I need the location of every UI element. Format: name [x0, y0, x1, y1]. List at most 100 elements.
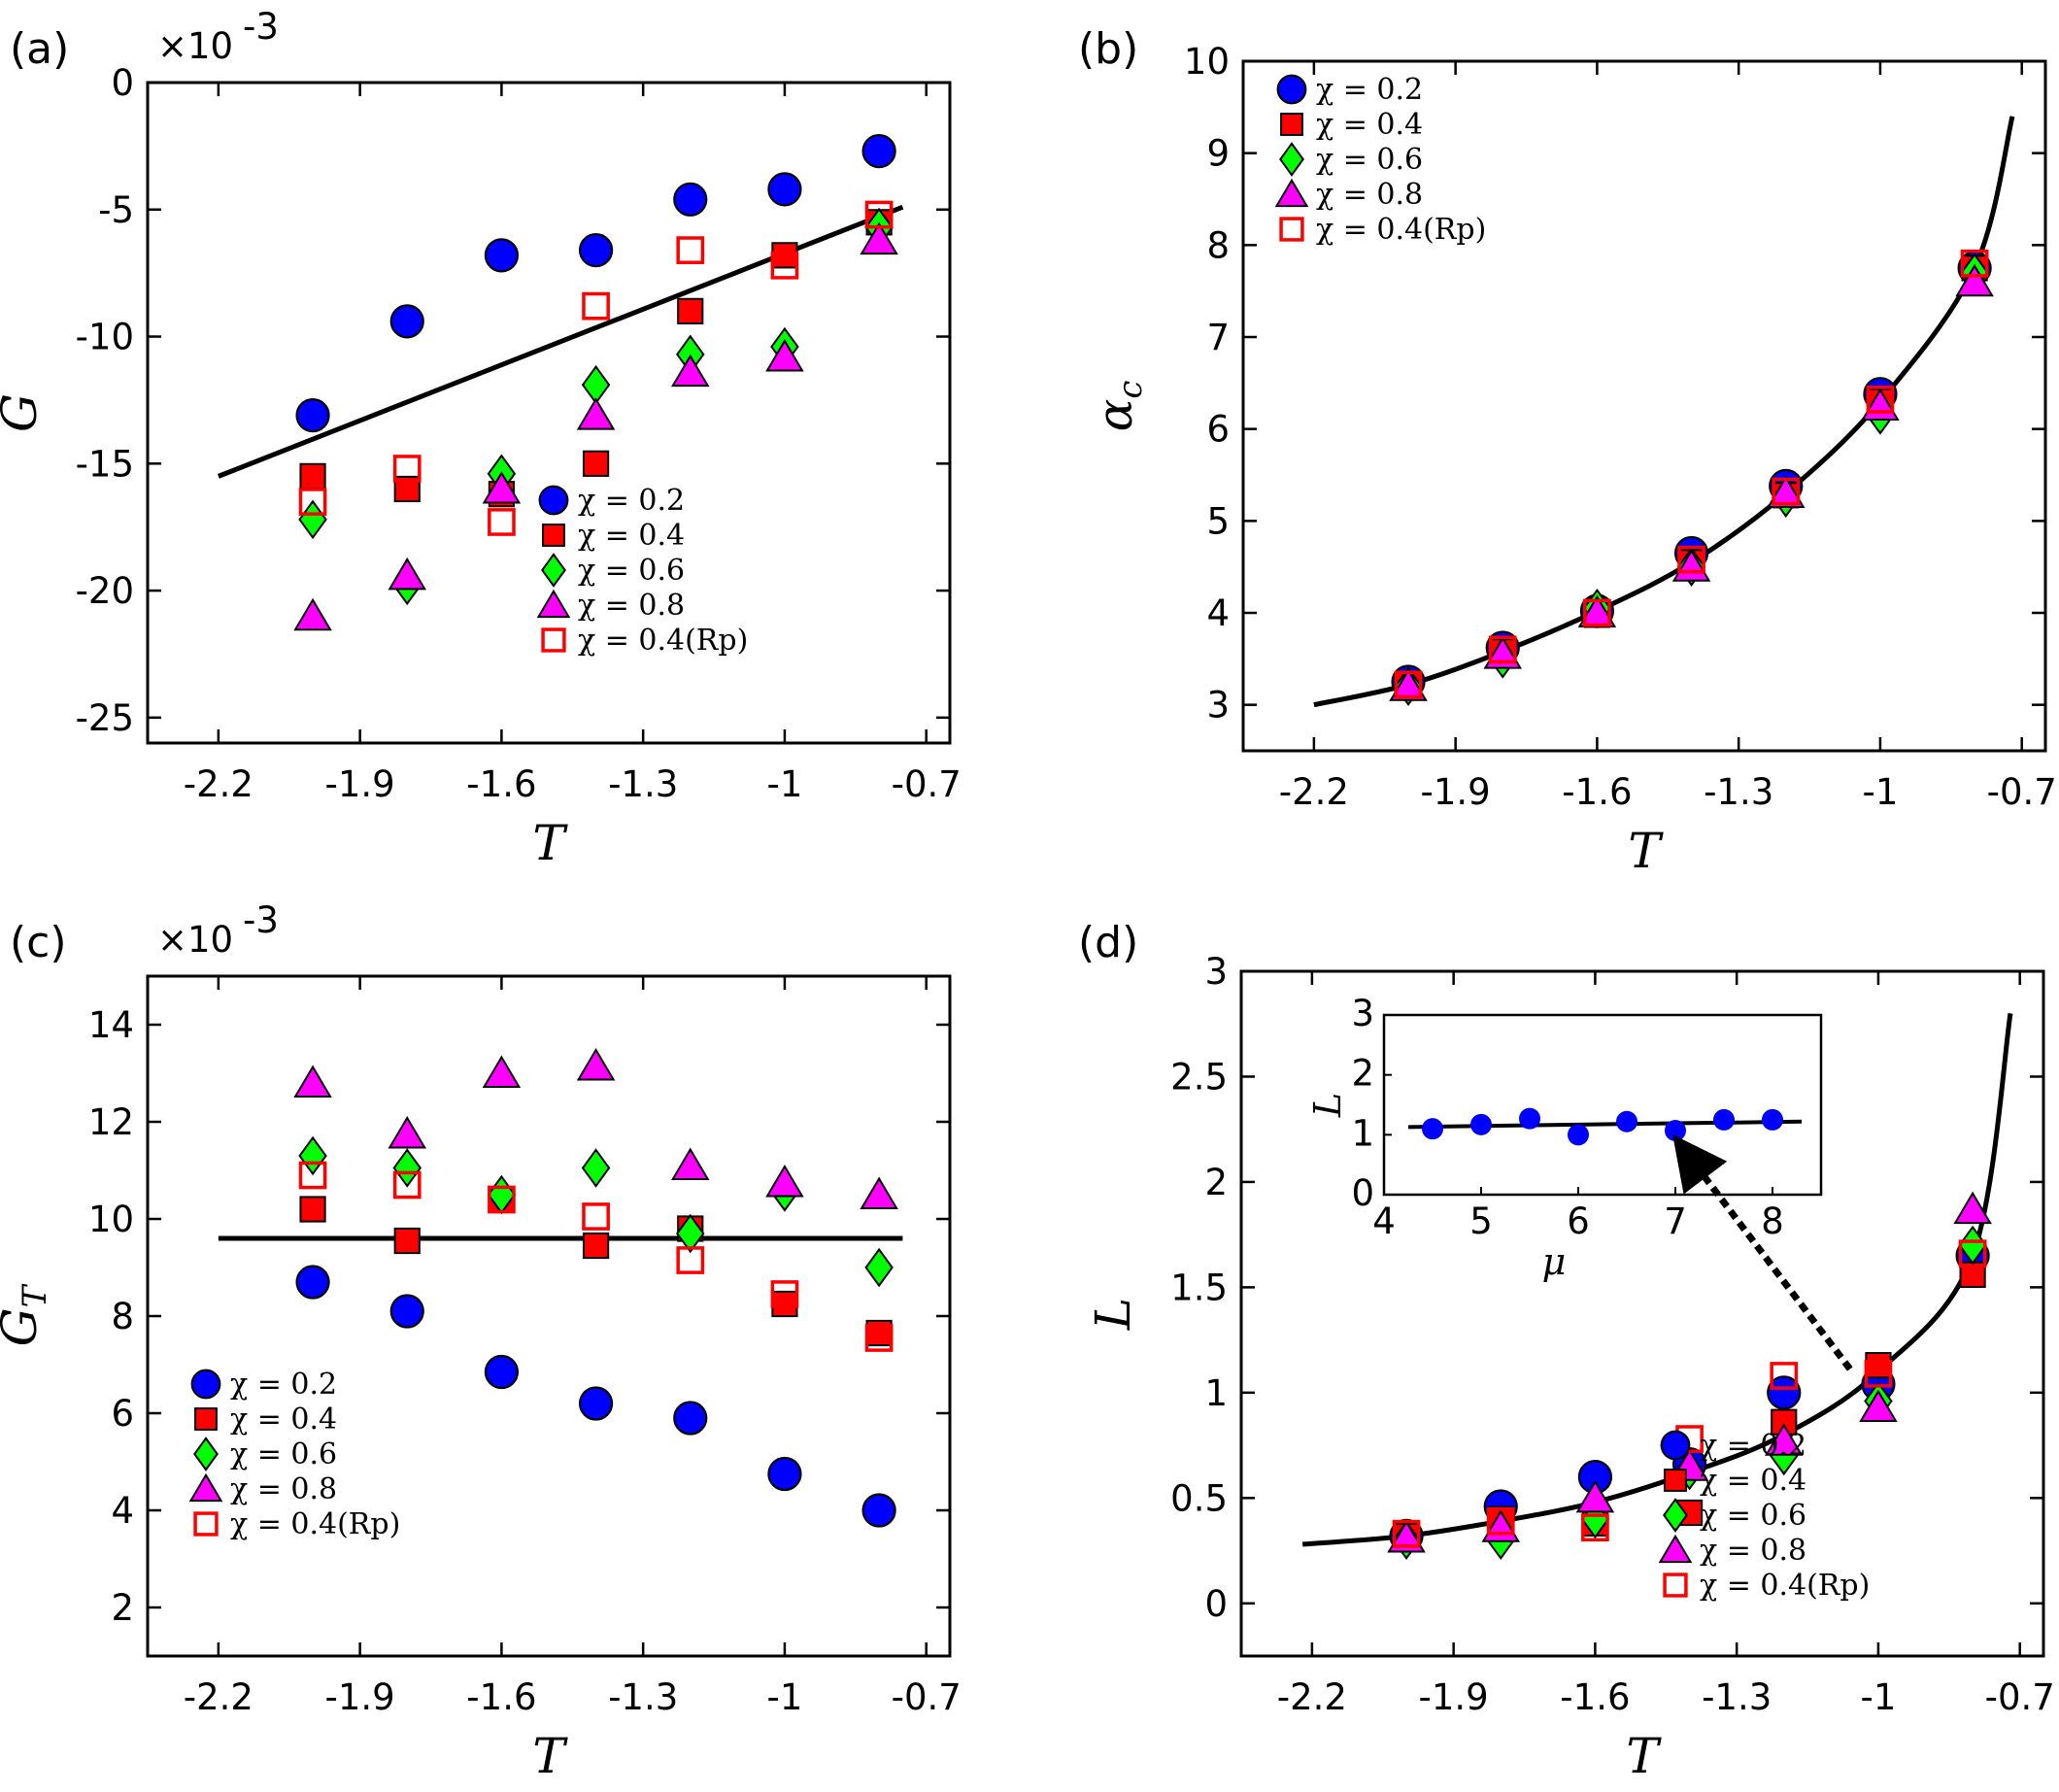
legend-marker — [193, 1437, 219, 1471]
exponent-power: -3 — [243, 899, 279, 941]
legend-label: χ = 0.4(Rp) — [578, 624, 748, 658]
x-tick-label: -1.9 — [1419, 1676, 1489, 1718]
inset-data-point — [1422, 1118, 1443, 1140]
panel-b: (b) -2.2 -1.9 -1.6 -1.3 -1 -0.7 3 4 5 6 7 8 9 10 Tαc χ =… — [1078, 24, 2057, 879]
data-point — [676, 1213, 705, 1254]
y-tick-label: -10 — [76, 317, 134, 358]
legend: χ = 0.2χ = 0.4χ = 0.6χ = 0.8χ = 0.4(Rp) — [1658, 1429, 1870, 1603]
y-axis-label: GT — [0, 1283, 54, 1346]
data-point — [1389, 668, 1428, 701]
data-point — [861, 134, 896, 169]
data-point — [1581, 1513, 1609, 1542]
legend-label: χ = 0.4 — [1316, 108, 1423, 142]
exponent-base: ×10 — [157, 25, 233, 67]
y-tick-label: 7 — [1206, 317, 1230, 358]
inset-x-tick-label: 7 — [1664, 1200, 1687, 1242]
legend-label: χ = 0.6 — [230, 1437, 337, 1471]
data-point — [770, 251, 799, 280]
y-tick-label: 0.5 — [1170, 1477, 1228, 1519]
series-1 — [295, 134, 896, 433]
x-tick-label: -1.3 — [1702, 1676, 1772, 1718]
inset-data-point — [1568, 1124, 1589, 1146]
x-tick-label: -1.6 — [1560, 1676, 1630, 1718]
legend-marker — [188, 1472, 223, 1503]
legend-marker — [1279, 217, 1304, 242]
data-point — [677, 297, 704, 324]
data-point — [293, 597, 332, 631]
legend-marker — [1279, 142, 1304, 177]
data-point — [482, 470, 522, 504]
y-tick-label: 12 — [88, 1101, 134, 1143]
data-point — [484, 238, 520, 273]
y-axis-label-sub: c — [1111, 381, 1150, 399]
data-point — [765, 338, 804, 372]
data-point — [576, 1048, 616, 1081]
y-tick-label: 0 — [1204, 1583, 1228, 1625]
exponent-base: ×10 — [157, 919, 233, 961]
data-point — [771, 1290, 798, 1318]
y-tick-label: 6 — [1206, 409, 1230, 451]
y-tick-label: 10 — [88, 1199, 134, 1240]
data-point — [765, 1165, 804, 1198]
axes-frame — [1239, 969, 2045, 1658]
inset-y-tick-label: 3 — [1351, 993, 1374, 1034]
series-5 — [1394, 249, 1989, 699]
series-2 — [1395, 254, 1988, 698]
data-point — [293, 1065, 332, 1099]
x-tick-label: -0.7 — [1987, 771, 2057, 813]
data-point — [1387, 1520, 1426, 1553]
legend-marker — [1663, 1572, 1688, 1598]
y-axis-label: L — [1085, 1298, 1141, 1331]
data-point — [676, 1246, 705, 1274]
data-point — [1767, 475, 1806, 508]
x-tick-label: -2.2 — [184, 763, 253, 805]
x-axis-label: T — [532, 1728, 568, 1784]
data-point — [392, 1170, 422, 1200]
y-axis-label-main: α — [1087, 399, 1143, 432]
panel-label: (b) — [1078, 24, 1138, 74]
data-point — [864, 1324, 894, 1352]
data-point — [1488, 635, 1517, 664]
x-tick-label: -1.3 — [608, 763, 678, 805]
data-point — [1772, 477, 1801, 506]
data-point — [1865, 1352, 1892, 1379]
legend-marker — [1664, 1469, 1687, 1492]
data-point — [576, 397, 616, 430]
inset: 4 5 6 7 8 0 1 2 3 μ L — [1306, 993, 1823, 1283]
y-tick-label: 4 — [111, 1490, 134, 1532]
data-point — [1960, 249, 1989, 278]
x-tick-label: -2.2 — [184, 1676, 253, 1718]
data-point — [1866, 386, 1895, 414]
data-point — [582, 1232, 610, 1260]
legend: χ = 0.2χ = 0.4χ = 0.6χ = 0.8χ = 0.4(Rp) — [1274, 73, 1486, 247]
y-tick-label: 1.5 — [1170, 1267, 1228, 1308]
legend-label: χ = 0.2 — [578, 484, 685, 518]
data-point — [388, 557, 426, 591]
legend-label: χ = 0.2 — [230, 1368, 337, 1402]
data-point — [1392, 1519, 1421, 1548]
legend-marker — [536, 589, 571, 619]
panel-label: (a) — [10, 24, 69, 74]
legend-marker — [1660, 1430, 1691, 1461]
data-point — [299, 1196, 326, 1223]
y-tick-label: -25 — [76, 697, 134, 739]
y-axis-label-sub: T — [16, 1283, 54, 1307]
legend-marker — [1274, 178, 1309, 208]
series-4 — [293, 1048, 898, 1210]
legend-marker — [541, 553, 566, 588]
data-point — [861, 1493, 896, 1528]
y-tick-label: 6 — [111, 1393, 134, 1435]
data-point — [1394, 670, 1423, 699]
series-4 — [293, 221, 898, 631]
series-2 — [1393, 1261, 1986, 1549]
data-point — [864, 200, 894, 229]
y-tick-label: 8 — [1206, 224, 1230, 266]
data-point — [1765, 1423, 1804, 1456]
data-point — [1767, 1375, 1802, 1410]
axes-frame — [146, 81, 952, 745]
x-tick-label: -0.7 — [892, 763, 962, 805]
fit-line — [217, 204, 904, 479]
y-tick-label: 9 — [1206, 133, 1230, 175]
data-point — [673, 1401, 708, 1436]
inset-data-point — [1519, 1107, 1540, 1130]
